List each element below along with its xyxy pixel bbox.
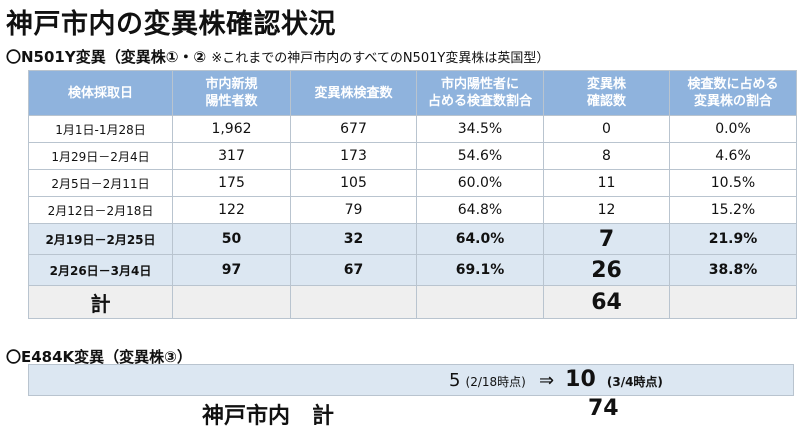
cell-variants: 26 (543, 254, 670, 286)
e484k-prev-note: (2/18時点) (465, 375, 526, 389)
cell-variant-ratio: 21.9% (669, 223, 797, 255)
grand-total-value: 74 (588, 396, 619, 421)
cell-date: 2月26日－3月4日 (28, 254, 173, 286)
arrow-right-icon: ⇒ (538, 370, 555, 391)
variant-table: 検体採取日 市内新規 陽性者数 変異株検査数 市内陽性者に 占める検査数割合 変異株… (28, 70, 797, 319)
cell-positives: 317 (172, 142, 291, 170)
cell-positives: 175 (172, 169, 291, 197)
header-variant-ratio: 検査数に占める 変異株の割合 (669, 70, 797, 116)
cell-positives: 1,962 (172, 115, 291, 143)
cell-variant-ratio: 4.6% (669, 142, 797, 170)
cell-test-ratio: 69.1% (416, 254, 544, 286)
total-empty-cell (669, 285, 797, 319)
cell-tests: 32 (290, 223, 417, 255)
grand-total-label: 神戸市内 計 (202, 404, 335, 429)
total-empty-cell (172, 285, 291, 319)
total-empty-cell (416, 285, 544, 319)
cell-date: 1月29日－2月4日 (28, 142, 173, 170)
table-row-highlighted: 2月19日－2月25日 50 32 64.0% 7 21.9% (28, 223, 797, 255)
cell-variants: 8 (543, 142, 670, 170)
header-variant-tests: 変異株検査数 (290, 70, 417, 116)
cell-test-ratio: 64.8% (416, 196, 544, 224)
section-n501y-note: ※これまでの神戸市内のすべてのN501Y変異株は英国型） (211, 51, 550, 66)
cell-tests: 67 (290, 254, 417, 286)
cell-variants: 12 (543, 196, 670, 224)
table-total-row: 計 64 (28, 285, 797, 319)
cell-tests: 677 (290, 115, 417, 143)
cell-variant-ratio: 15.2% (669, 196, 797, 224)
page-title: 神戸市内の変異株確認状況 (6, 9, 336, 40)
section-n501y-heading: 〇N501Y変異（変異株①・② ※これまでの神戸市内のすべてのN501Y変異株は… (6, 46, 549, 67)
table-row: 2月12日－2月18日 122 79 64.8% 12 15.2% (28, 196, 797, 224)
e484k-current-value: 10 (565, 367, 596, 392)
section-n501y-title: 〇N501Y変異（変異株①・② (6, 48, 207, 66)
cell-test-ratio: 34.5% (416, 115, 544, 143)
cell-date: 2月5日－2月11日 (28, 169, 173, 197)
cell-variant-ratio: 10.5% (669, 169, 797, 197)
table-row-highlighted: 2月26日－3月4日 97 67 69.1% 26 38.8% (28, 254, 797, 286)
cell-variants: 11 (543, 169, 670, 197)
table-row: 1月29日－2月4日 317 173 54.6% 8 4.6% (28, 142, 797, 170)
total-label: 計 (28, 285, 173, 319)
cell-date: 2月19日－2月25日 (28, 223, 173, 255)
cell-variant-ratio: 0.0% (669, 115, 797, 143)
cell-positives: 122 (172, 196, 291, 224)
cell-variants: 7 (543, 223, 670, 255)
e484k-prev-value: 5 (449, 370, 461, 391)
table-header-row: 検体採取日 市内新規 陽性者数 変異株検査数 市内陽性者に 占める検査数割合 変異株… (28, 70, 797, 116)
cell-tests: 173 (290, 142, 417, 170)
section-e484k-heading: 〇E484K変異（変異株③） (6, 348, 192, 366)
header-sample-date: 検体採取日 (28, 70, 173, 116)
header-new-positives: 市内新規 陽性者数 (172, 70, 291, 116)
e484k-bar: 5 (2/18時点) ⇒ 10 (3/4時点) (28, 364, 794, 396)
cell-test-ratio: 54.6% (416, 142, 544, 170)
cell-date: 2月12日－2月18日 (28, 196, 173, 224)
total-variants: 64 (543, 285, 670, 319)
cell-date: 1月1日-1月28日 (28, 115, 173, 143)
header-variant-count: 変異株 確認数 (543, 70, 670, 116)
table-row: 1月1日-1月28日 1,962 677 34.5% 0 0.0% (28, 115, 797, 143)
e484k-current-note: (3/4時点) (606, 375, 663, 389)
cell-test-ratio: 60.0% (416, 169, 544, 197)
cell-tests: 79 (290, 196, 417, 224)
cell-positives: 97 (172, 254, 291, 286)
cell-variants: 0 (543, 115, 670, 143)
header-test-ratio: 市内陽性者に 占める検査数割合 (416, 70, 544, 116)
e484k-values: 5 (2/18時点) ⇒ 10 (3/4時点) (449, 365, 663, 395)
cell-tests: 105 (290, 169, 417, 197)
cell-test-ratio: 64.0% (416, 223, 544, 255)
cell-positives: 50 (172, 223, 291, 255)
cell-variant-ratio: 38.8% (669, 254, 797, 286)
table-row: 2月5日－2月11日 175 105 60.0% 11 10.5% (28, 169, 797, 197)
total-empty-cell (290, 285, 417, 319)
